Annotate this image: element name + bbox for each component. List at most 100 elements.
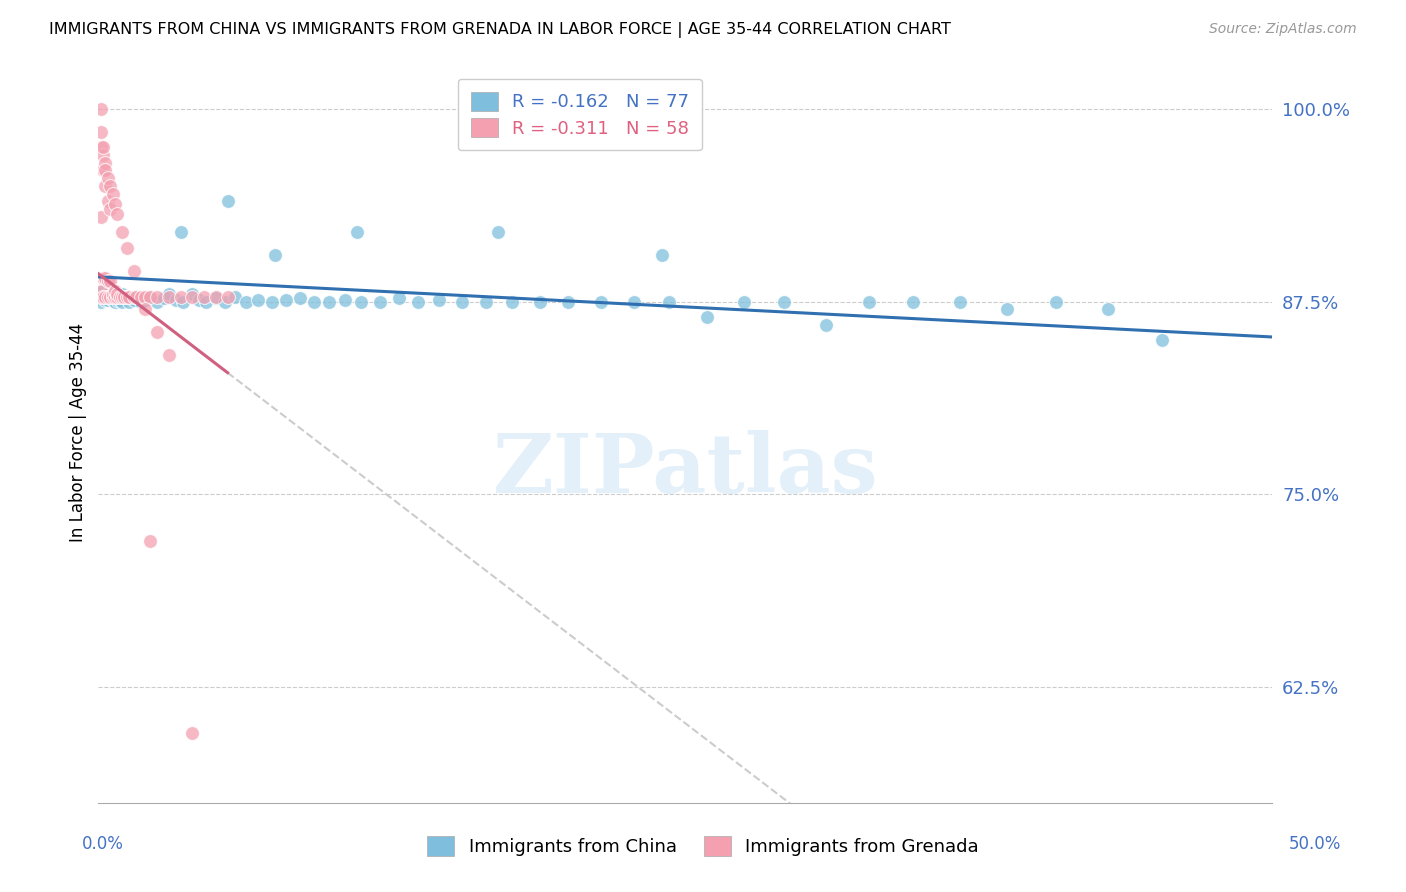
Point [139,290,162,304]
Point [101,286,124,301]
Point [98,275,121,289]
Point [104,292,127,306]
Point [815,318,838,332]
Point [122,290,145,304]
Point [115,290,138,304]
Point [773,294,796,309]
Text: Source: ZipAtlas.com: Source: ZipAtlas.com [1209,22,1357,37]
Point [94,178,117,193]
Point [651,248,673,262]
Point [90,210,112,224]
Point [105,290,128,304]
Point [97,286,120,301]
Point [91,163,114,178]
Point [1152,333,1174,347]
Point [368,294,391,309]
Point [146,294,169,309]
Point [247,293,270,307]
Point [98,290,121,304]
Point [105,206,128,220]
Point [104,294,127,309]
Point [427,293,450,307]
Point [104,290,127,304]
Point [146,290,169,304]
Point [318,294,340,309]
Point [134,293,156,307]
Point [111,294,134,309]
Point [91,148,114,162]
Point [224,290,246,304]
Point [589,294,612,309]
Point [90,284,112,298]
Point [122,263,145,277]
Point [276,293,298,307]
Point [475,294,498,309]
Point [350,294,373,309]
Point [104,284,127,298]
Text: IMMIGRANTS FROM CHINA VS IMMIGRANTS FROM GRENADA IN LABOR FORCE | AGE 35-44 CORR: IMMIGRANTS FROM CHINA VS IMMIGRANTS FROM… [49,22,950,38]
Point [901,294,924,309]
Point [290,292,312,306]
Point [94,271,117,285]
Point [108,290,131,304]
Point [118,290,141,304]
Point [97,293,120,307]
Point [101,286,124,301]
Point [451,294,474,309]
Point [97,171,120,186]
Point [157,349,180,363]
Point [172,294,194,309]
Point [181,726,204,740]
Point [105,293,128,307]
Point [90,290,112,304]
Point [304,294,326,309]
Point [157,290,180,304]
Point [1097,302,1119,317]
Text: ZIPatlas: ZIPatlas [492,430,879,509]
Point [217,194,239,209]
Point [623,294,645,309]
Point [169,290,191,304]
Point [90,125,112,139]
Point [181,286,204,301]
Point [115,292,138,306]
Point [97,290,120,304]
Point [118,294,141,309]
Point [134,290,156,304]
Point [108,293,131,307]
Point [263,248,285,262]
Point [129,294,152,309]
Point [486,225,509,239]
Point [139,290,162,304]
Legend: R = -0.162   N = 77, R = -0.311   N = 58: R = -0.162 N = 77, R = -0.311 N = 58 [458,78,702,150]
Point [90,286,112,301]
Point [115,240,138,254]
Point [205,290,228,304]
Point [91,140,114,154]
Point [153,292,176,306]
Point [90,294,112,309]
Point [97,275,120,289]
Point [188,293,211,307]
Point [157,286,180,301]
Point [98,290,121,304]
Point [91,290,114,304]
Point [388,292,411,306]
Point [169,225,191,239]
Text: 0.0%: 0.0% [82,835,124,853]
Point [94,155,117,169]
Legend: Immigrants from China, Immigrants from Grenada: Immigrants from China, Immigrants from G… [420,829,986,863]
Point [101,290,124,304]
Point [112,290,135,304]
Point [139,533,162,548]
Point [125,290,148,304]
Point [91,271,114,285]
Point [134,302,156,317]
Point [101,186,124,201]
Point [90,140,112,154]
Text: 50.0%: 50.0% [1288,835,1341,853]
Point [111,286,134,301]
Point [125,290,148,304]
Point [108,290,131,304]
Point [105,288,128,302]
